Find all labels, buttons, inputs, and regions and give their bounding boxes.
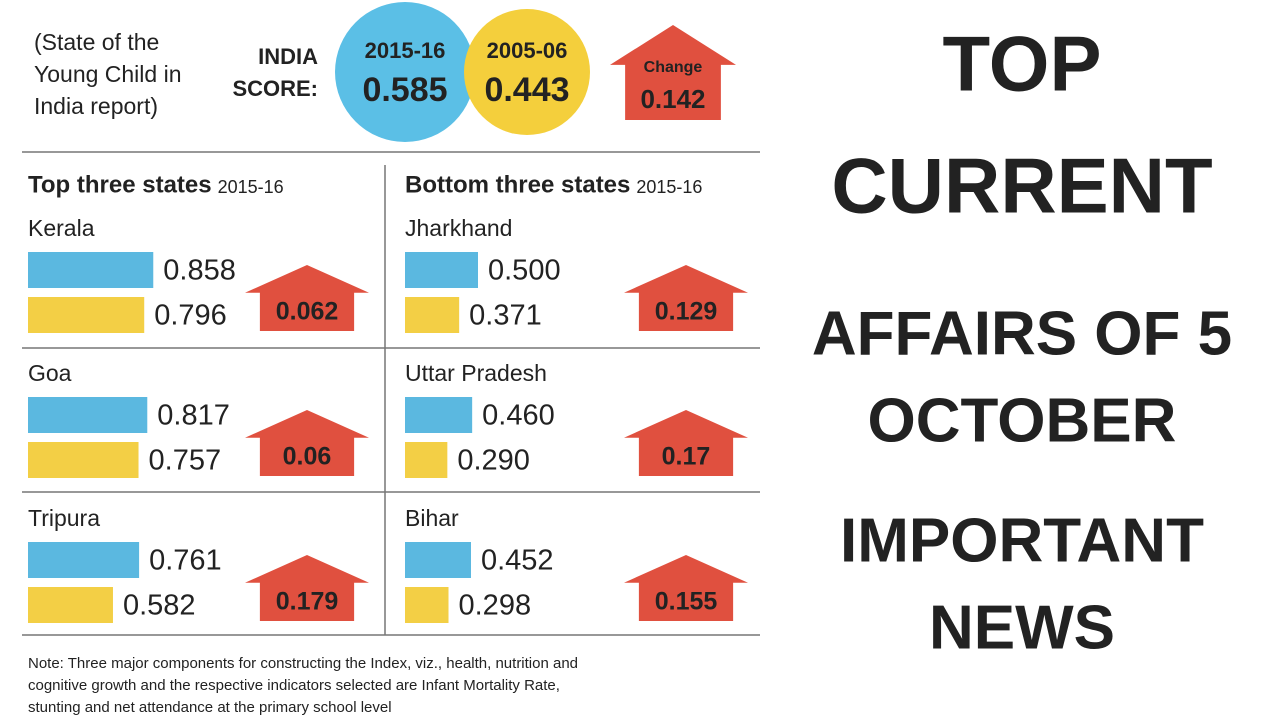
circle-year: 2015-16: [365, 38, 446, 63]
source-line: India report): [34, 93, 158, 119]
bar-value: 0.858: [163, 255, 236, 287]
bar: [405, 252, 478, 288]
arrow: [245, 555, 369, 621]
headline: OCTOBER: [868, 386, 1177, 455]
arrow: [624, 555, 748, 621]
headline: NEWS: [929, 593, 1115, 662]
bar: [28, 397, 148, 433]
bar: [28, 252, 154, 288]
panel-year: 2015-16: [636, 177, 702, 197]
bar-value: 0.371: [469, 300, 542, 332]
score-label: SCORE:: [232, 76, 318, 101]
bar-value: 0.460: [482, 400, 555, 432]
change-value: 0.179: [276, 588, 339, 616]
circle-previous: [464, 9, 590, 135]
bar-value: 0.290: [457, 445, 530, 477]
headline: CURRENT: [831, 142, 1212, 230]
source-line: (State of the: [34, 29, 159, 55]
arrow: [245, 265, 369, 331]
state-name: Uttar Pradesh: [405, 360, 547, 386]
bar: [405, 442, 448, 478]
bar: [28, 442, 139, 478]
bar: [405, 542, 471, 578]
circle-value: 0.443: [484, 71, 569, 109]
source-line: Young Child in: [34, 61, 182, 87]
bar-value: 0.761: [149, 545, 222, 577]
state-name: Goa: [28, 360, 72, 386]
circle-value: 0.585: [362, 71, 447, 109]
bar: [28, 587, 113, 623]
bar-value: 0.757: [149, 445, 222, 477]
change-label: Change: [644, 59, 703, 76]
note-line: Note: Three major components for constru…: [28, 655, 578, 672]
panel-title: Top three states: [28, 171, 212, 198]
note-line: cognitive growth and the respective indi…: [28, 677, 560, 694]
panel-year: 2015-16: [218, 177, 284, 197]
change-value: 0.129: [655, 298, 718, 326]
arrow: [624, 265, 748, 331]
note-line: stunting and net attendance at the prima…: [28, 699, 392, 716]
arrow: [624, 410, 748, 476]
state-name: Jharkhand: [405, 215, 512, 241]
state-name: Bihar: [405, 505, 459, 531]
score-label: INDIA: [258, 44, 318, 69]
bar-value: 0.817: [157, 400, 230, 432]
bar-value: 0.582: [123, 590, 196, 622]
change-value: 0.062: [276, 298, 339, 326]
change-value: 0.06: [283, 443, 332, 471]
bar: [28, 542, 140, 578]
headline: TOP: [943, 20, 1102, 108]
bar-value: 0.298: [459, 590, 532, 622]
headline: AFFAIRS OF 5: [812, 299, 1232, 368]
change-value: 0.17: [662, 443, 711, 471]
state-name: Kerala: [28, 215, 95, 241]
bar: [28, 297, 145, 333]
bar: [405, 297, 460, 333]
arrow: [610, 25, 736, 120]
headline: IMPORTANT: [840, 506, 1204, 575]
change-value: 0.155: [655, 588, 718, 616]
panel-title: Bottom three states: [405, 171, 630, 198]
bar: [405, 397, 473, 433]
state-name: Tripura: [28, 505, 100, 531]
bar: [405, 587, 449, 623]
arrow: [245, 410, 369, 476]
bar-value: 0.500: [488, 255, 561, 287]
circle-year: 2005-06: [487, 38, 568, 63]
bar-value: 0.452: [481, 545, 554, 577]
circle-current: [335, 2, 475, 142]
bar-value: 0.796: [154, 300, 227, 332]
change-value: 0.142: [640, 84, 705, 114]
